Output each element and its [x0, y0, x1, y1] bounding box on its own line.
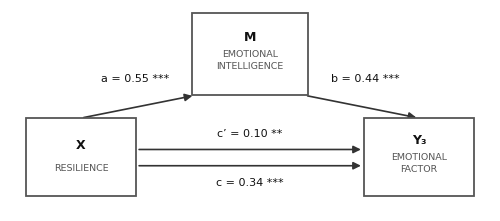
- Text: c’ = 0.10 **: c’ = 0.10 **: [218, 129, 282, 139]
- Text: M: M: [244, 31, 256, 44]
- Text: c = 0.34 ***: c = 0.34 ***: [216, 178, 284, 188]
- Text: b = 0.44 ***: b = 0.44 ***: [331, 74, 400, 84]
- Text: EMOTIONAL
FACTOR: EMOTIONAL FACTOR: [391, 153, 447, 174]
- FancyBboxPatch shape: [192, 13, 308, 95]
- Text: a = 0.55 ***: a = 0.55 ***: [100, 74, 169, 84]
- FancyBboxPatch shape: [364, 118, 474, 196]
- Text: EMOTIONAL
INTELLIGENCE: EMOTIONAL INTELLIGENCE: [216, 50, 284, 71]
- Text: RESILIENCE: RESILIENCE: [54, 164, 108, 173]
- FancyBboxPatch shape: [26, 118, 136, 196]
- Text: X: X: [76, 139, 86, 152]
- Text: Y₃: Y₃: [412, 134, 426, 147]
